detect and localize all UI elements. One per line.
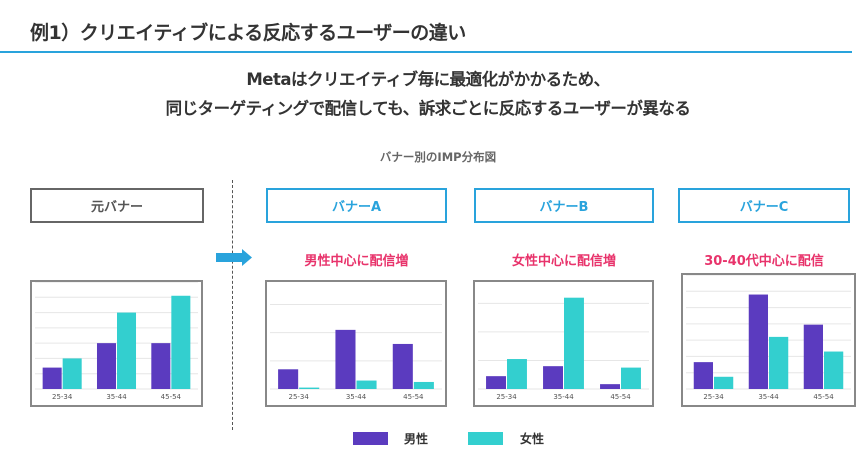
bar-male <box>96 343 116 389</box>
bar-male <box>278 369 299 389</box>
banner-b-box: バナーB <box>474 188 654 223</box>
banner-c-box: バナーC <box>678 188 850 223</box>
bar-female <box>171 295 191 389</box>
x-tick-label: 25-34 <box>703 393 724 401</box>
subtitle-line-2: 同じターゲティングで配信しても、訴求ごとに反応するユーザーが異なる <box>165 99 691 118</box>
page-title: 例1）クリエイティブによる反応するユーザーの違い <box>30 22 466 44</box>
banner-b-note: 女性中心に配信増 <box>511 254 616 269</box>
x-tick-label: 25-34 <box>288 393 309 401</box>
x-tick-label: 35-44 <box>553 393 574 401</box>
legend-label-male: 男性 <box>404 432 429 446</box>
bar-female <box>824 351 844 389</box>
bar-female <box>413 381 434 389</box>
legend-swatch-female <box>468 432 503 445</box>
legend-swatch-male <box>353 432 388 445</box>
chart-caption: バナー別のIMP分布図 <box>379 150 497 164</box>
banner-c-note: 30-40代中心に配信 <box>704 254 824 269</box>
bar-female <box>299 387 320 389</box>
bar-female <box>621 367 641 389</box>
bar-male <box>803 324 823 389</box>
legend-label-female: 女性 <box>520 432 545 446</box>
banner-a-box: バナーA <box>266 188 447 223</box>
x-tick-label: 35-44 <box>346 393 367 401</box>
x-tick-label: 45-54 <box>610 393 631 401</box>
bar-male <box>600 384 620 389</box>
bar-male <box>748 294 768 389</box>
dashed-divider <box>232 180 233 430</box>
bar-male <box>42 367 62 389</box>
bar-male <box>486 376 506 389</box>
x-tick-label: 25-34 <box>52 393 73 401</box>
bar-female <box>117 312 137 389</box>
x-tick-label: 35-44 <box>758 393 779 401</box>
x-tick-label: 35-44 <box>106 393 127 401</box>
bar-female <box>356 380 377 389</box>
bar-male <box>335 329 356 389</box>
bar-female <box>769 336 789 389</box>
arrow-right-icon <box>216 249 252 266</box>
chart-banner-b: 25-34 35-44 45-54 <box>473 280 654 407</box>
bar-female <box>62 358 82 389</box>
bar-female <box>507 359 527 389</box>
banner-a-note: 男性中心に配信増 <box>304 254 409 269</box>
x-tick-label: 45-54 <box>813 393 834 401</box>
subtitle-line-1: Metaはクリエイティブ毎に最適化がかかるため、 <box>246 70 610 89</box>
title-divider <box>0 51 852 53</box>
bar-male <box>151 343 171 389</box>
x-tick-label: 25-34 <box>496 393 517 401</box>
bar-female <box>714 376 734 389</box>
bar-male <box>392 343 413 389</box>
bar-female <box>564 297 584 389</box>
x-tick-label: 45-54 <box>161 393 182 401</box>
chart-original: 25-34 35-44 45-54 <box>30 280 203 407</box>
x-tick-label: 45-54 <box>403 393 424 401</box>
bar-male <box>543 366 563 389</box>
bar-male <box>693 362 713 389</box>
chart-banner-c: 25-34 35-44 45-54 <box>681 273 856 407</box>
original-banner-box: 元バナー <box>30 188 204 223</box>
chart-banner-a: 25-34 35-44 45-54 <box>265 280 447 407</box>
